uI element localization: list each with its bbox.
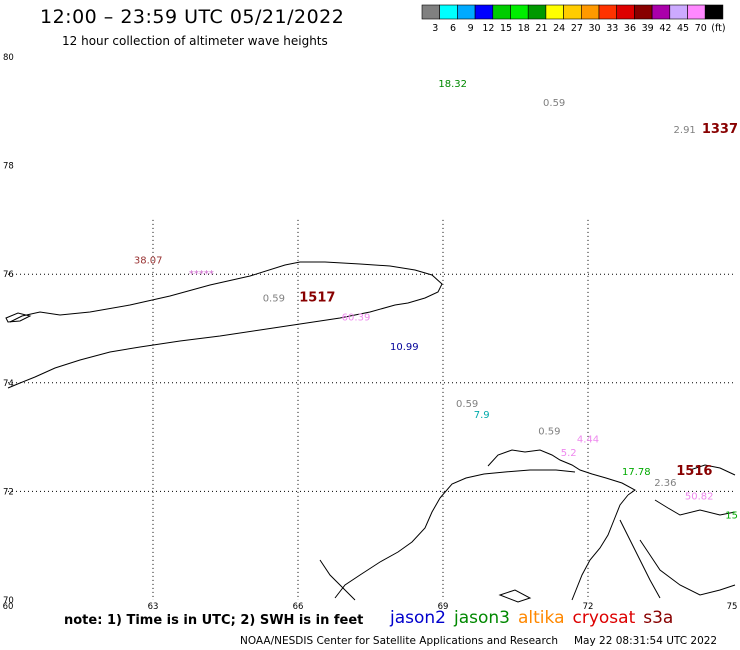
longitude-label: 69 — [438, 602, 449, 612]
latitude-label: 80 — [3, 53, 14, 63]
legend-jason3: jason3 — [454, 608, 510, 628]
altimeter-observations: 18.32 0.59 2.91 1337 38.07 ***** 0.59 1517 60.39… — [134, 79, 738, 522]
southern-islets — [498, 589, 532, 603]
longitude-label: 63 — [148, 602, 159, 612]
credit-text: NOAA/NESDIS Center for Satellite Applica… — [240, 635, 558, 647]
wave-height-value: 18.32 — [438, 79, 467, 90]
wave-height-value: 50.82 — [685, 492, 714, 503]
latitude-label: 76 — [3, 270, 14, 280]
track-id-label: 1337 — [702, 122, 738, 137]
colorbar-label: 6 — [450, 23, 456, 34]
wave-height-value: 5.2 — [561, 448, 577, 459]
ob-gulf-shore — [619, 519, 661, 599]
colorbar-label: 21 — [535, 23, 547, 34]
latitude-label: 70 — [3, 596, 14, 606]
wave-height-colorbar: 3 6 9 12 15 18 21 24 27 30 33 36 39 42 45 70 (ft) — [421, 4, 726, 34]
wave-height-value: 0.59 — [263, 293, 285, 304]
colorbar-label: 45 — [677, 23, 689, 34]
colorbar-label: 24 — [553, 23, 565, 34]
colorbar-label: 30 — [589, 23, 601, 34]
track-id-label: 1516 — [676, 464, 712, 479]
yamal-east-coast — [571, 494, 629, 601]
novaya-zemlya-west-islands — [5, 312, 32, 323]
wave-height-value: 10.99 — [390, 342, 419, 353]
colorbar-label: 27 — [571, 23, 583, 34]
baydaratskaya-shore — [439, 469, 576, 499]
east-coast-fragment — [689, 464, 736, 476]
map-gridlines — [8, 219, 733, 600]
legend-jason2: jason2 — [390, 608, 446, 628]
wave-height-value: 2.36 — [654, 478, 676, 489]
generation-timestamp: May 22 08:31:54 UTC 2022 — [574, 635, 718, 647]
colorbar-label: 39 — [642, 23, 654, 34]
gydan-inner-coast — [639, 539, 736, 596]
wave-height-value: 0.59 — [538, 426, 560, 437]
colorbar-label: 33 — [606, 23, 618, 34]
longitude-label: 72 — [583, 602, 594, 612]
longitude-label: 75 — [727, 602, 738, 612]
colorbar-label: 36 — [624, 23, 636, 34]
colorbar-label: (ft) — [711, 23, 725, 34]
wave-height-value: 7.9 — [474, 410, 490, 421]
legend-s3a: s3a — [643, 608, 674, 628]
legend-cryosat: cryosat — [572, 608, 636, 628]
colorbar-label: 18 — [518, 23, 530, 34]
latitude-label: 78 — [3, 162, 14, 172]
legend-altika: altika — [518, 608, 565, 628]
yamal-west-coast — [334, 497, 441, 599]
units-note: note: 1) Time is in UTC; 2) SWH is in fe… — [64, 613, 364, 628]
wave-height-value: 4.44 — [577, 435, 599, 446]
wave-height-value: 15 — [725, 511, 738, 522]
colorbar-label: 3 — [432, 23, 438, 34]
longitude-label: 60 — [3, 602, 14, 612]
colorbar-label: 15 — [500, 23, 512, 34]
wave-height-value: 2.91 — [674, 125, 696, 136]
colorbar-label: 9 — [468, 23, 474, 34]
latitude-label: 74 — [3, 379, 14, 389]
wave-height-value: 17.78 — [622, 467, 651, 478]
wave-height-value: 38.07 — [134, 255, 163, 266]
map-title: 12:00 – 23:59 UTC 05/21/2022 — [40, 6, 345, 28]
gydan-coast — [654, 499, 736, 516]
satellite-legend: jason2 jason3 altika cryosat s3a — [390, 608, 681, 628]
colorbar-label: 12 — [482, 23, 494, 34]
map-subtitle: 12 hour collection of altimeter wave hei… — [62, 34, 328, 48]
colorbar-label: 70 — [695, 23, 707, 34]
latitude-label: 72 — [3, 487, 14, 497]
wave-height-value: 60.39 — [342, 312, 371, 323]
colorbar-swatch — [704, 4, 724, 20]
wave-height-value: 0.59 — [543, 98, 565, 109]
coastline — [5, 261, 736, 603]
longitude-label: 66 — [293, 602, 304, 612]
novaya-zemlya-coast — [7, 261, 443, 389]
wave-height-value: ***** — [189, 269, 214, 280]
yamal-north-coast — [487, 449, 636, 496]
wave-height-value: 0.59 — [456, 399, 478, 410]
track-id-label: 1517 — [299, 290, 335, 305]
southwest-shoreline — [319, 559, 356, 601]
colorbar-label: 42 — [659, 23, 671, 34]
credit-line: NOAA/NESDIS Center for Satellite Applica… — [240, 635, 717, 647]
